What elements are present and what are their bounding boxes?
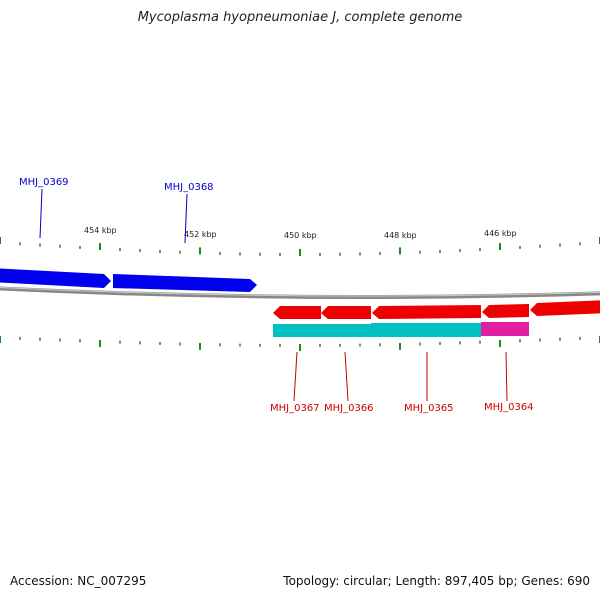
gene-label-mhj-0369[interactable]: MHJ_0369 bbox=[19, 177, 69, 188]
genome-backbone-highlight bbox=[0, 286, 600, 297]
gene-arrow-mhj-0366[interactable] bbox=[321, 306, 371, 319]
gene-arrow-mhj-0363[interactable] bbox=[530, 300, 600, 316]
label-line-mhj-0364 bbox=[505, 351, 508, 402]
cds-feature-3[interactable] bbox=[371, 323, 481, 337]
cds-feature-2[interactable] bbox=[321, 324, 371, 337]
tick-label-452: 452 kbp bbox=[184, 230, 217, 239]
gene-arrow-mhj-0368[interactable] bbox=[113, 274, 257, 292]
gene-arrow-mhj-0369[interactable] bbox=[0, 268, 111, 288]
tick-label-446: 446 kbp bbox=[484, 229, 517, 238]
genome-backbone bbox=[0, 286, 600, 299]
genome-summary-text: Topology: circular; Length: 897,405 bp; … bbox=[283, 574, 590, 588]
label-line-mhj-0367 bbox=[293, 351, 298, 402]
tick-label-450: 450 kbp bbox=[284, 231, 317, 240]
tick-label-454: 454 kbp bbox=[84, 226, 117, 235]
gene-arrow-mhj-0364[interactable] bbox=[482, 304, 529, 318]
label-line-mhj-0366 bbox=[344, 351, 349, 402]
cds-feature-4[interactable] bbox=[481, 322, 529, 336]
genome-title: Mycoplasma hyopneumoniae J, complete gen… bbox=[137, 10, 463, 25]
gene-arrow-mhj-0367[interactable] bbox=[273, 306, 321, 319]
tick-row-top bbox=[0, 237, 600, 256]
tick-label-448: 448 kbp bbox=[384, 231, 417, 240]
gene-label-mhj-0368[interactable]: MHJ_0368 bbox=[164, 182, 214, 193]
cds-feature-1[interactable] bbox=[273, 324, 321, 337]
gene-label-mhj-0366[interactable]: MHJ_0366 bbox=[324, 403, 374, 414]
gene-arrow-mhj-0365[interactable] bbox=[372, 305, 481, 319]
gene-label-mhj-0367[interactable]: MHJ_0367 bbox=[270, 403, 320, 414]
label-line-mhj-0369 bbox=[39, 188, 43, 239]
gene-label-mhj-0364[interactable]: MHJ_0364 bbox=[484, 402, 534, 413]
label-line-mhj-0368 bbox=[184, 193, 188, 244]
tick-row-bottom bbox=[0, 336, 600, 351]
gene-label-mhj-0365[interactable]: MHJ_0365 bbox=[404, 403, 454, 414]
accession-text: Accession: NC_007295 bbox=[10, 574, 147, 588]
